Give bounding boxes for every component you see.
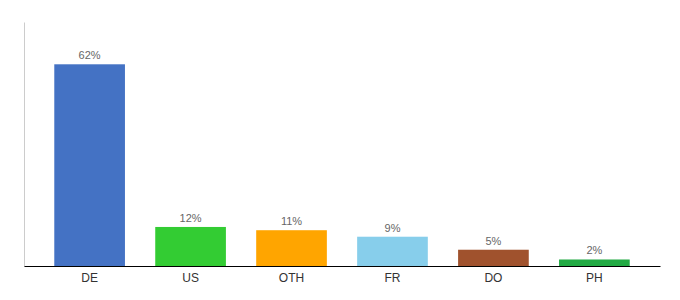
bars [54, 64, 629, 266]
x-tick-label: US [182, 271, 199, 285]
x-tick-label: FR [384, 271, 400, 285]
bar [256, 230, 327, 266]
x-tick: DO [484, 266, 502, 285]
x-tick-label: DO [484, 271, 502, 285]
bar [155, 227, 226, 266]
data-label: 2% [586, 244, 602, 256]
bar [458, 250, 529, 266]
x-axis-line [25, 266, 661, 267]
y-axis [24, 23, 25, 267]
bar [559, 259, 630, 266]
x-tick: DE [81, 266, 98, 285]
x-tick: FR [384, 266, 400, 285]
chart-svg: 62% 12% 11% 9% 5% 2% DE US OTH FR DO PH [0, 0, 680, 300]
x-tick: PH [586, 266, 603, 285]
data-label: 12% [180, 212, 202, 224]
x-tick-label: PH [586, 271, 603, 285]
x-tick: US [182, 266, 199, 285]
x-tick-label: DE [81, 271, 98, 285]
bar [54, 64, 125, 266]
x-tick-label: OTH [279, 271, 304, 285]
plot-area: 62% 12% 11% 9% 5% 2% DE US OTH FR DO PH [25, 23, 661, 285]
x-tick: OTH [279, 266, 304, 285]
data-label: 9% [385, 222, 401, 234]
y-axis-line [24, 23, 25, 267]
data-labels: 62% 12% 11% 9% 5% 2% [79, 49, 603, 256]
bar [357, 237, 428, 266]
data-label: 62% [79, 49, 101, 61]
x-axis: DE US OTH FR DO PH [25, 266, 661, 285]
data-label: 11% [281, 215, 302, 227]
data-label: 5% [485, 235, 501, 247]
